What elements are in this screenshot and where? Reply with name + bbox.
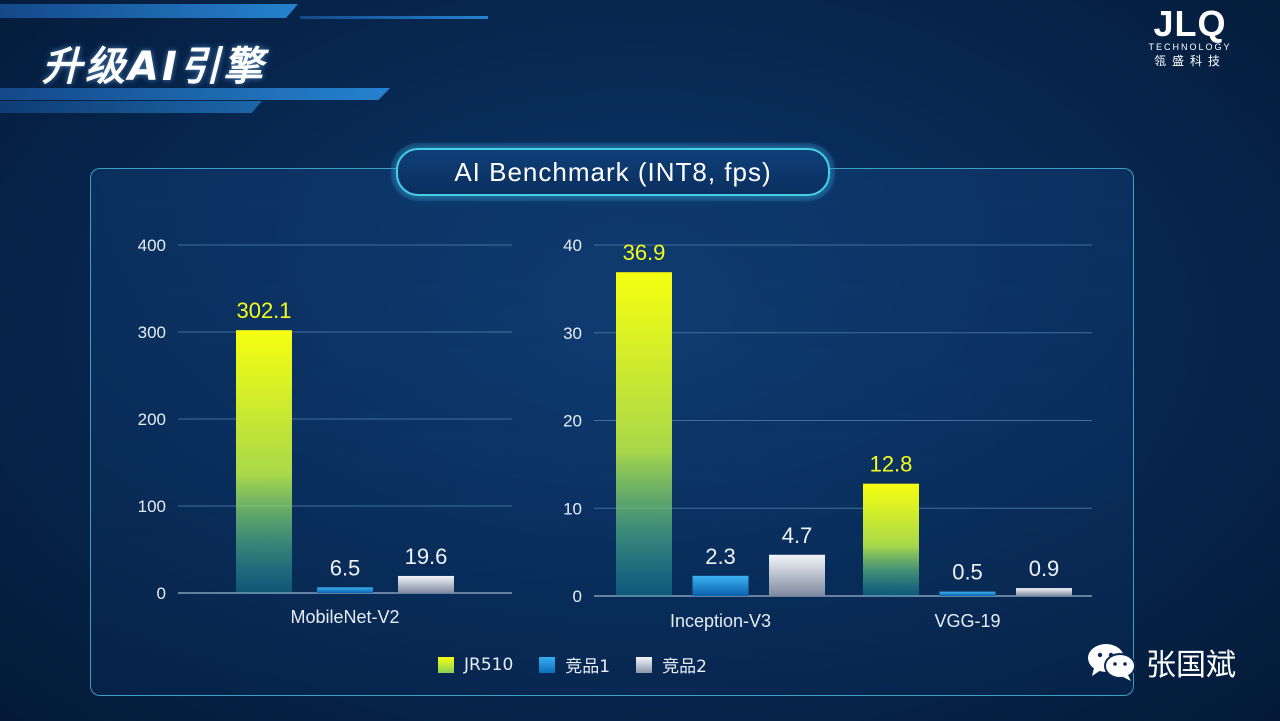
header-stripe-thin [300, 16, 488, 19]
bar-comp2 [1016, 588, 1072, 596]
bar-comp1 [939, 591, 996, 596]
y-tick-label: 300 [138, 323, 166, 342]
legend-label-comp2: 竞品2 [662, 657, 707, 677]
chart-legend: JR510 竞品1 竞品2 [438, 652, 733, 677]
wechat-icon [1088, 644, 1136, 681]
data-label-comp1: 0.5 [952, 560, 983, 585]
header-stripe-top [0, 4, 298, 18]
data-label-comp2: 0.9 [1029, 556, 1060, 581]
y-tick-label: 0 [157, 584, 166, 603]
category-label: Inception-V3 [670, 611, 771, 631]
header-stripe-bottom-2 [0, 101, 262, 113]
logo-wordmark: JLQ [1153, 3, 1227, 44]
legend-swatch-comp2 [636, 656, 653, 673]
category-label: VGG-19 [934, 611, 1000, 631]
legend-swatch-comp1 [539, 656, 556, 673]
y-tick-label: 400 [138, 236, 166, 255]
company-logo: JLQ TECHNOLOGY 瓴盛科技 [1138, 6, 1242, 72]
y-tick-label: 30 [563, 324, 582, 343]
bar-comp2 [769, 554, 825, 596]
y-tick-label: 0 [573, 587, 582, 606]
category-label: MobileNet-V2 [290, 607, 399, 627]
bar-jr510 [863, 483, 919, 596]
y-tick-label: 200 [138, 410, 166, 429]
header-stripe-bottom [0, 88, 390, 100]
logo-chinese-name: 瓴盛科技 [1153, 54, 1226, 68]
bar-comp2 [398, 575, 454, 593]
legend-label-comp1: 竞品1 [565, 657, 611, 677]
data-label-jr510: 36.9 [623, 240, 666, 265]
y-tick-label: 10 [563, 499, 582, 518]
slide-title: 升级AI引擎 [42, 44, 266, 90]
logo-subtitle: TECHNOLOGY [1148, 42, 1232, 52]
legend-label-jr510: JR510 [464, 654, 514, 675]
bar-comp1 [317, 587, 373, 593]
data-label-jr510: 12.8 [870, 452, 913, 477]
data-label-comp2: 4.7 [782, 523, 813, 548]
data-label-comp1: 6.5 [330, 555, 361, 580]
data-label-comp1: 2.3 [705, 544, 736, 569]
legend-item-comp2: 竞品2 [636, 652, 707, 677]
legend-item-jr510: JR510 [438, 652, 513, 677]
legend-item-comp1: 竞品1 [539, 652, 610, 677]
watermark: 张国斌 [1086, 640, 1236, 684]
y-tick-label: 40 [563, 236, 582, 255]
y-tick-label: 100 [138, 497, 166, 516]
data-label-jr510: 302.1 [236, 298, 291, 323]
bar-jr510 [236, 330, 292, 593]
watermark-name: 张国斌 [1146, 648, 1236, 683]
data-label-comp2: 19.6 [405, 544, 448, 569]
bar-comp1 [692, 575, 749, 596]
y-tick-label: 20 [563, 412, 582, 431]
legend-swatch-jr510 [438, 656, 454, 673]
chart-title: AI Benchmark (INT8, fps) [396, 148, 830, 196]
bar-jr510 [616, 272, 672, 596]
